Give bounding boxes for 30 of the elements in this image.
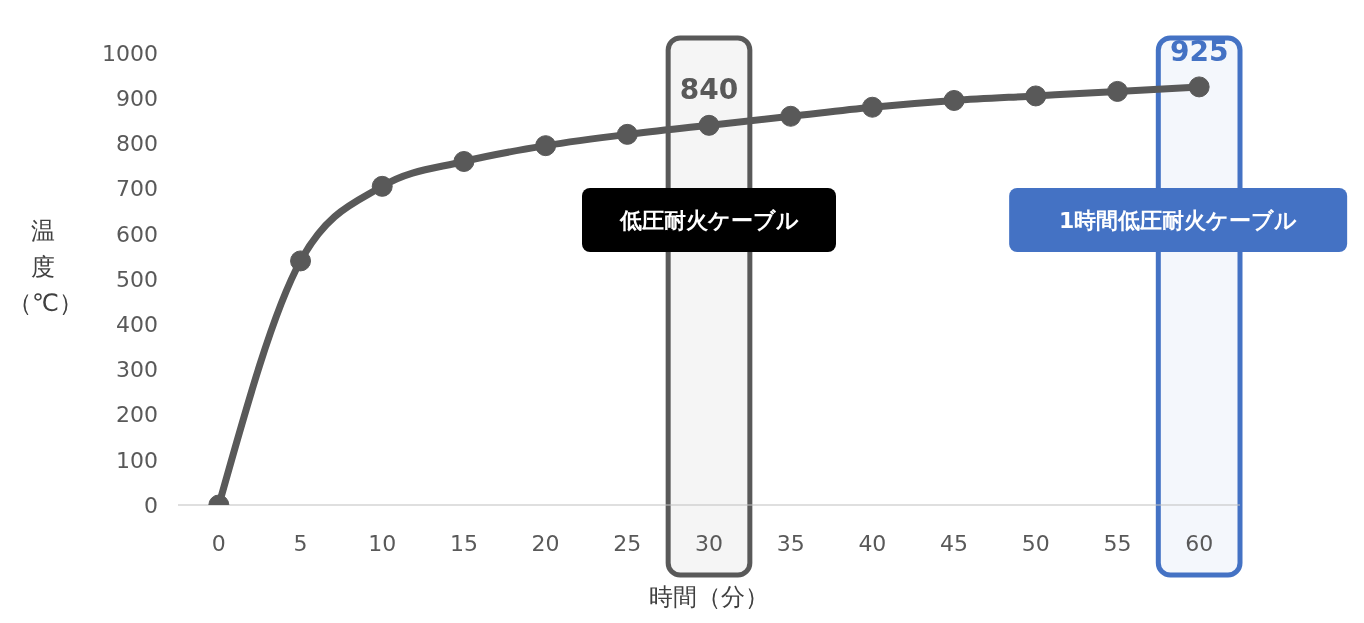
y-tick-label: 500 [116, 266, 158, 292]
x-tick-label: 50 [1021, 530, 1050, 556]
y-tick-label: 200 [116, 402, 158, 428]
y-tick-label: 700 [116, 176, 158, 202]
x-tick-label: 45 [940, 530, 969, 556]
x-tick-label: 0 [211, 530, 226, 556]
x-tick-label: 15 [449, 530, 478, 556]
data-label: 925 [1169, 34, 1229, 68]
band-label: 1時間低圧耐火ケーブル [1059, 207, 1298, 233]
x-tick-label: 60 [1185, 530, 1214, 556]
x-tick-label: 5 [293, 530, 308, 556]
data-label: 840 [679, 73, 739, 107]
x-tick-label: 25 [613, 530, 642, 556]
y-tick-label: 900 [116, 86, 158, 112]
y-tick-label: 600 [116, 221, 158, 247]
y-tick-label: 300 [116, 357, 158, 383]
y-tick-label: 1000 [102, 40, 158, 66]
x-tick-label: 40 [858, 530, 887, 556]
y-axis-title: 温度（℃） [8, 216, 83, 319]
y-tick-label: 0 [144, 492, 158, 518]
x-axis-title: 時間（分） [649, 583, 769, 611]
x-tick-label: 35 [776, 530, 805, 556]
x-tick-label: 30 [695, 530, 723, 556]
x-tick-label: 55 [1103, 530, 1132, 556]
band-label: 低圧耐火ケーブル [618, 207, 799, 233]
x-tick-label: 10 [368, 530, 397, 556]
y-tick-label: 800 [116, 131, 158, 157]
x-tick-label: 20 [531, 530, 560, 556]
y-tick-label: 400 [116, 312, 158, 338]
y-tick-label: 100 [116, 447, 158, 473]
